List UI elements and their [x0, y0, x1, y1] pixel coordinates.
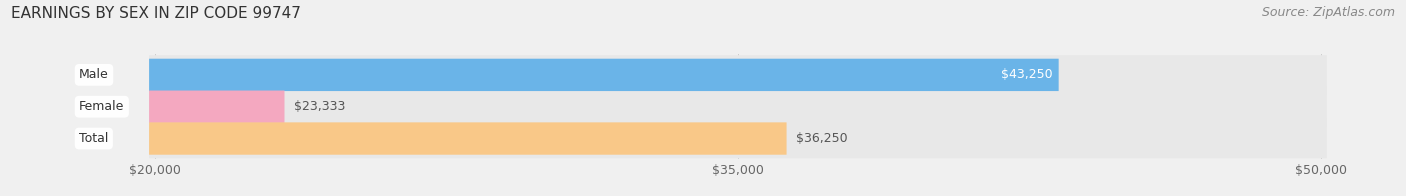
Text: Total: Total [79, 132, 108, 145]
Text: EARNINGS BY SEX IN ZIP CODE 99747: EARNINGS BY SEX IN ZIP CODE 99747 [11, 6, 301, 21]
FancyBboxPatch shape [149, 87, 1327, 126]
FancyBboxPatch shape [149, 122, 786, 155]
FancyBboxPatch shape [149, 55, 1327, 95]
Text: $36,250: $36,250 [796, 132, 848, 145]
Text: Source: ZipAtlas.com: Source: ZipAtlas.com [1261, 6, 1395, 19]
FancyBboxPatch shape [149, 91, 284, 123]
Text: $43,250: $43,250 [1001, 68, 1053, 81]
Text: $23,333: $23,333 [294, 100, 346, 113]
Text: Female: Female [79, 100, 125, 113]
FancyBboxPatch shape [149, 119, 1327, 158]
FancyBboxPatch shape [149, 59, 1059, 91]
Text: Male: Male [79, 68, 108, 81]
